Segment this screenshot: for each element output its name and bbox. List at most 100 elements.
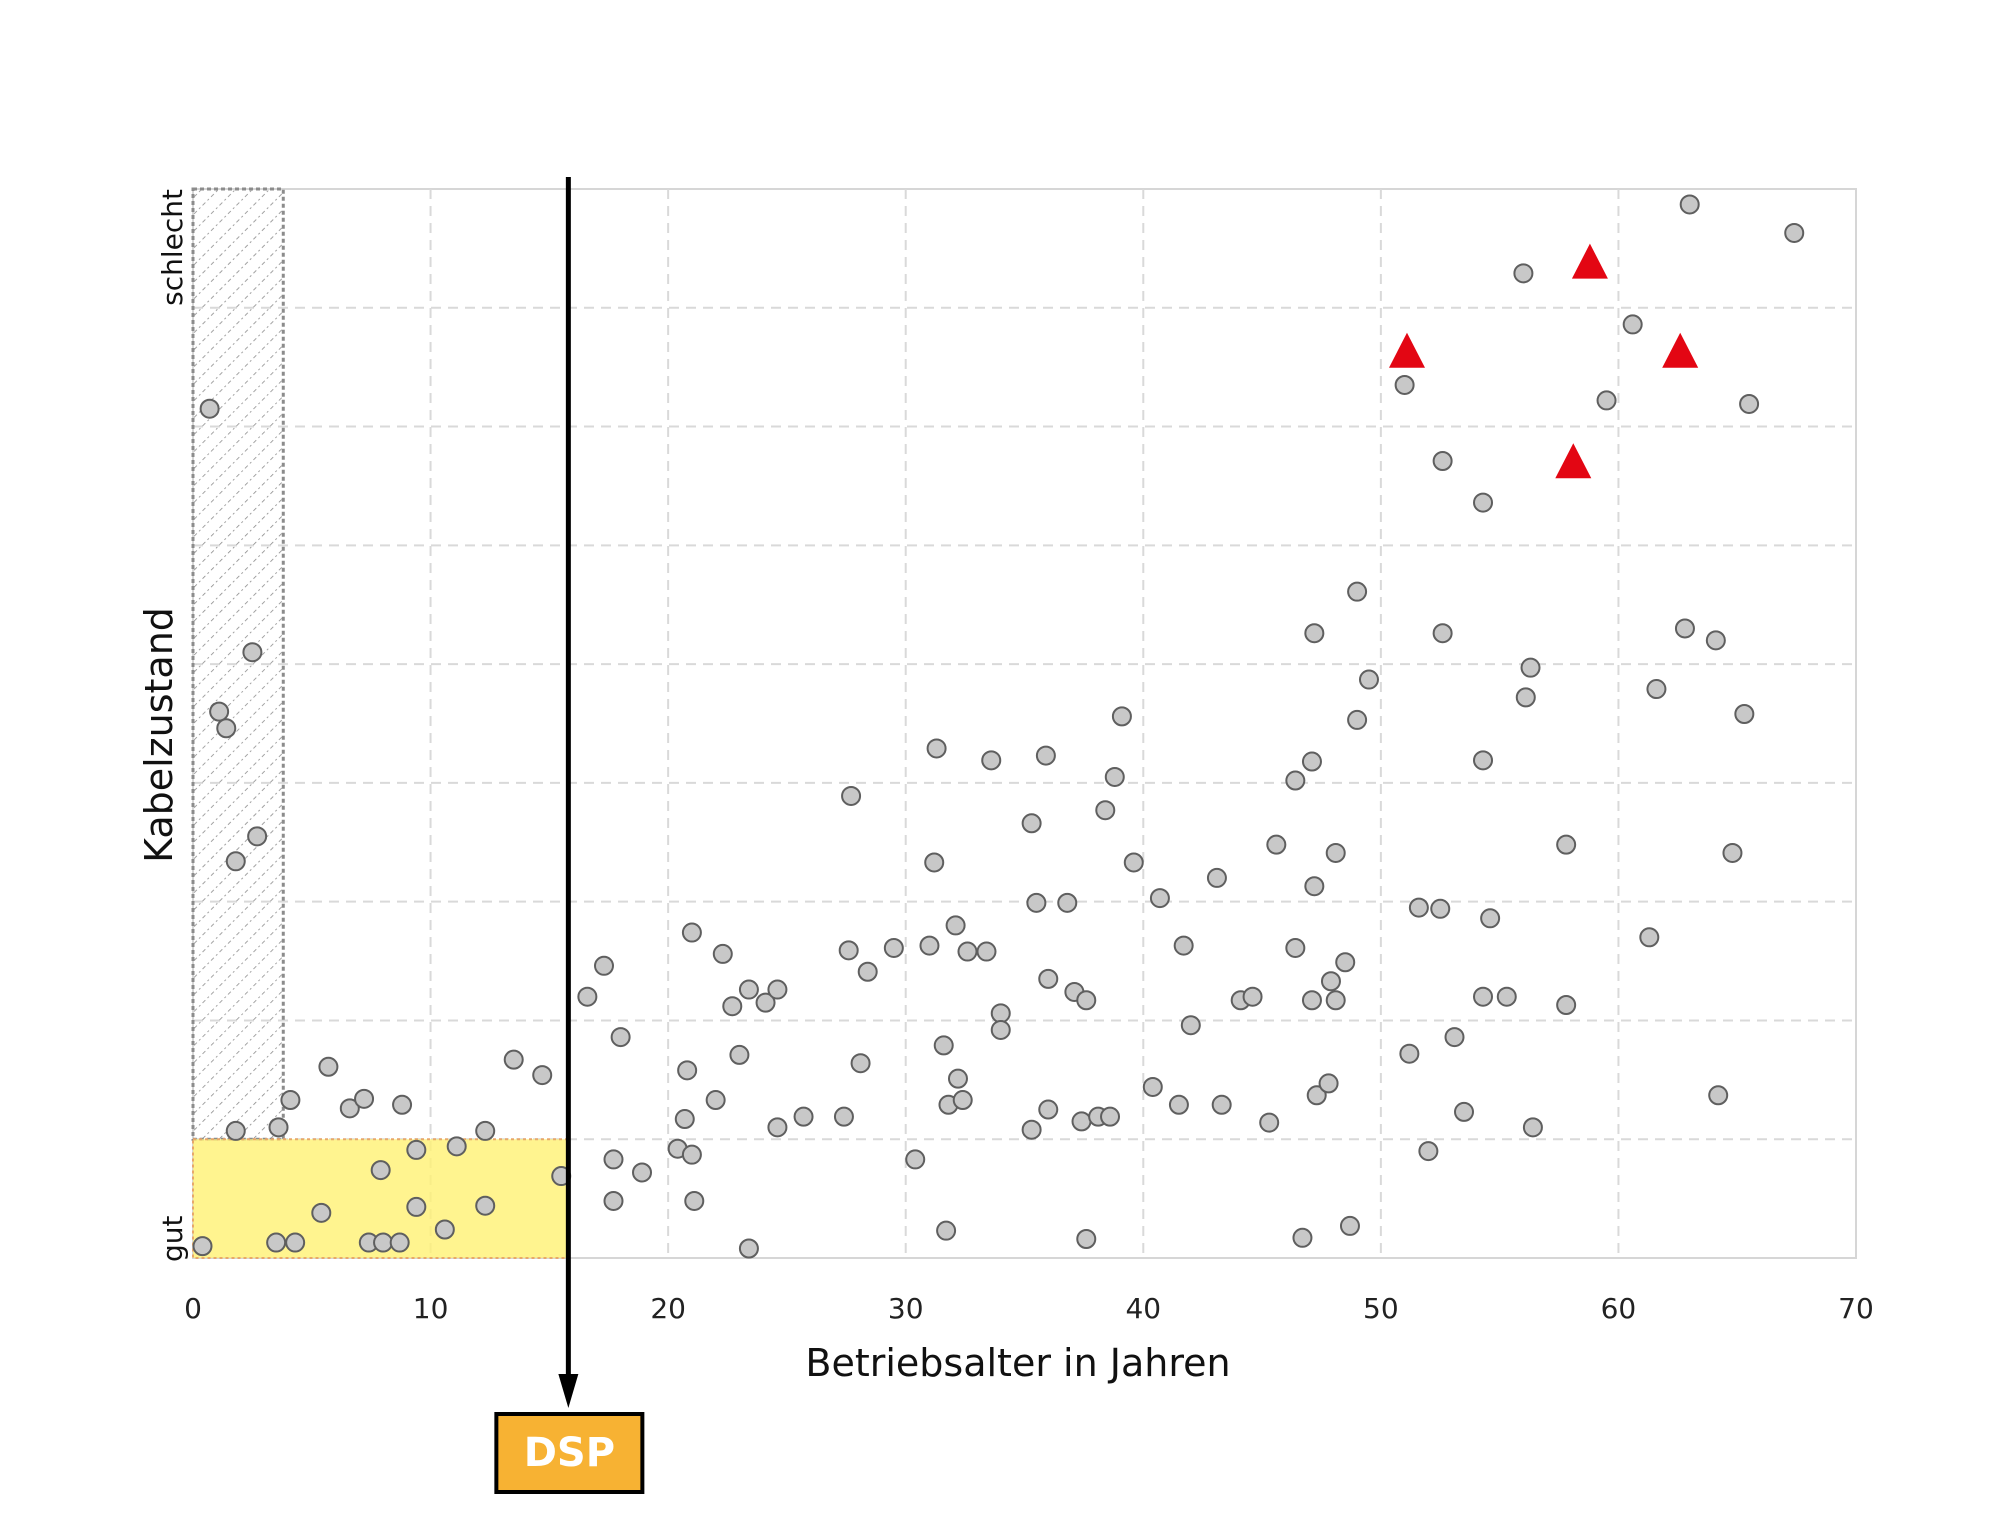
data-point [280,1090,301,1111]
data-point [1206,867,1227,888]
data-point [225,851,246,872]
data-point [1394,374,1415,395]
data-point [738,1238,759,1259]
data-point [681,922,702,943]
data-point [767,979,788,1000]
data-point [729,1044,750,1065]
data-point [209,701,230,722]
dsp-box [494,1412,645,1494]
data-point [957,941,978,962]
data-point [1071,1111,1092,1132]
data-point [1325,990,1346,1011]
data-point [1432,451,1453,472]
x-tick-label: 40 [1125,1292,1161,1325]
data-point [1026,892,1047,913]
data-point [503,1049,524,1070]
data-point [311,1202,332,1223]
x-tick-label: 30 [888,1292,924,1325]
data-point [1242,986,1263,1007]
data-point [755,992,776,1013]
data-point [838,940,859,961]
data-point [354,1088,375,1109]
x-tick-label: 50 [1363,1292,1399,1325]
data-point [1266,834,1287,855]
data-point [1430,898,1451,919]
data-point [1399,1043,1420,1064]
data-point [926,738,947,759]
data-point [225,1120,246,1141]
data-point [883,937,904,958]
data-point [684,1190,705,1211]
data-point [199,398,220,419]
data-point [1473,492,1494,513]
data-point [1095,800,1116,821]
data-point [1520,657,1541,678]
data-point [392,1094,413,1115]
y-category-top: schlecht [156,189,189,306]
data-point [1622,314,1643,335]
data-point [936,1220,957,1241]
data-point [1674,618,1695,639]
data-point [1038,968,1059,989]
data-point [677,1060,698,1081]
hatched-region [191,187,285,1141]
data-point [1285,937,1306,958]
data-point [1021,1119,1042,1140]
data-point [593,955,614,976]
data-point [1408,897,1429,918]
data-point [1076,1228,1097,1249]
data-point [1335,952,1356,973]
data-point [681,1144,702,1165]
data-point [1473,750,1494,771]
data-point [722,996,743,1017]
data-point [1347,581,1368,602]
data-point [1513,263,1534,284]
data-point [1173,935,1194,956]
data-point [1285,770,1306,791]
data-point [947,1068,968,1089]
data-point [1473,986,1494,1007]
data-point [532,1065,553,1086]
data-point [1035,745,1056,766]
data-point [1639,927,1660,948]
data-point [1318,1073,1339,1094]
data-point [1784,222,1805,243]
data-point [1320,971,1341,992]
data-point [1739,393,1760,414]
data-point [674,1109,695,1130]
data-point [1325,842,1346,863]
data-point [285,1232,306,1253]
data-point [1358,669,1379,690]
data-point [268,1117,289,1138]
data-point [793,1106,814,1127]
data-point [1142,1076,1163,1097]
data-point [1038,1099,1059,1120]
data-point [1168,1094,1189,1115]
data-point [1347,709,1368,730]
data-point [833,1106,854,1127]
x-tick-label: 0 [184,1292,202,1325]
data-point [1292,1227,1313,1248]
data-point [1496,986,1517,1007]
data-point [475,1195,496,1216]
data-point [990,1003,1011,1024]
data-point [247,826,268,847]
data-point [370,1160,391,1181]
data-point [1301,990,1322,1011]
data-point [1734,703,1755,724]
data-point [318,1056,339,1077]
data-point [1211,1094,1232,1115]
data-point [841,785,862,806]
data-point [1301,751,1322,772]
data-point [738,979,759,1000]
regions [191,187,570,1259]
data-point [705,1090,726,1111]
data-point [373,1232,394,1253]
data-point [266,1232,287,1253]
data-point [857,961,878,982]
dsp-annotation: DSP [494,177,645,1494]
x-tick-label: 20 [650,1292,686,1325]
data-point [945,915,966,936]
data-point [1057,892,1078,913]
